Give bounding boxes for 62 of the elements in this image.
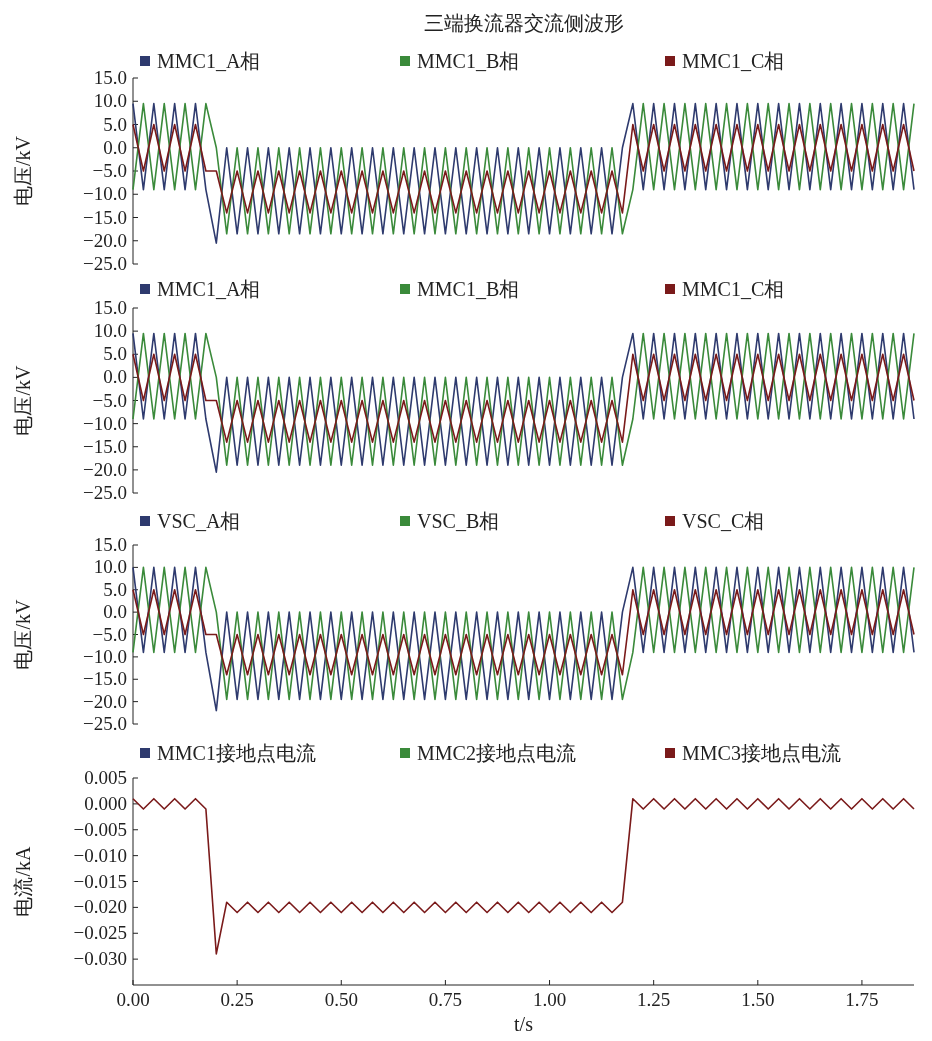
x-tick-label: 1.00: [532, 989, 567, 1010]
y-tick-label: 0.005: [84, 767, 127, 788]
x-tick-label: 0.00: [116, 989, 150, 1010]
y-tick-label: −15.0: [83, 435, 127, 457]
y-tick-label: 10.0: [93, 320, 127, 342]
y-axis-title: 电流/kA: [12, 845, 34, 917]
x-tick-label: 0.50: [324, 989, 358, 1010]
y-tick-label: −20.0: [83, 458, 127, 480]
legend-label: MMC1_A相: [157, 278, 261, 300]
y-tick-label: −10.0: [83, 183, 127, 205]
y-tick-label: −25.0: [83, 482, 127, 503]
legend-label: VSC_A相: [157, 510, 241, 532]
y-tick-label: −25.0: [83, 253, 127, 274]
y-tick-label: 0.000: [84, 792, 127, 814]
line-series: [132, 797, 915, 955]
x-tick-label: 1.50: [741, 989, 775, 1010]
legend-label: VSC_B相: [417, 510, 500, 532]
y-tick-label: −0.030: [73, 948, 127, 970]
legend-label: MMC1接地点电流: [157, 742, 316, 764]
y-axis-title: 电压/kV: [12, 364, 34, 436]
y-tick-label: 0.0: [103, 601, 127, 623]
legend-label: MMC2接地点电流: [417, 742, 576, 764]
y-axis-title: 电压/kV: [12, 598, 34, 670]
y-tick-label: 5.0: [103, 343, 127, 365]
x-tick-label: 1.25: [637, 989, 671, 1010]
y-tick-label: −15.0: [83, 668, 127, 690]
legend-label: MMC1_B相: [417, 50, 520, 72]
y-tick-label: 5.0: [103, 578, 127, 600]
y-tick-label: 10.0: [93, 90, 127, 112]
y-tick-label: −5.0: [92, 623, 127, 645]
legend-label: MMC3接地点电流: [682, 742, 841, 764]
y-tick-label: −10.0: [83, 412, 127, 434]
y-tick-label: −15.0: [83, 206, 127, 228]
y-tick-label: 15.0: [93, 534, 127, 555]
legend-label: MMC1_A相: [157, 50, 261, 72]
y-tick-label: 15.0: [93, 67, 127, 88]
y-tick-label: 0.0: [103, 136, 127, 158]
y-tick-label: 10.0: [93, 556, 127, 578]
x-axis-title: t/s: [514, 1013, 534, 1035]
y-tick-label: −20.0: [83, 690, 127, 712]
x-tick-label: 0.25: [220, 989, 254, 1010]
y-tick-label: −20.0: [83, 229, 127, 251]
y-tick-label: −0.005: [73, 818, 127, 840]
y-tick-label: −0.015: [73, 870, 127, 892]
legend-label: MMC1_B相: [417, 278, 520, 300]
y-tick-label: 15.0: [93, 297, 127, 318]
y-tick-label: −5.0: [92, 389, 127, 411]
y-tick-label: −0.020: [73, 896, 127, 918]
y-tick-label: −25.0: [83, 713, 127, 734]
y-tick-label: 5.0: [103, 113, 127, 135]
y-axis-title: 电压/kV: [12, 135, 34, 206]
y-tick-label: −5.0: [92, 160, 127, 181]
y-tick-label: −0.025: [73, 922, 127, 944]
x-tick-label: 0.75: [428, 989, 463, 1010]
x-tick-label: 1.75: [845, 989, 879, 1010]
legend-label: MMC1_C相: [682, 278, 785, 300]
legend-label: VSC_C相: [682, 510, 765, 532]
y-tick-label: −0.010: [73, 844, 127, 866]
legend-label: MMC1_C相: [682, 50, 785, 72]
y-tick-label: −10.0: [83, 645, 127, 667]
chart-title: 三端换流器交流侧波形: [423, 12, 624, 34]
y-tick-label: 0.0: [103, 366, 127, 388]
